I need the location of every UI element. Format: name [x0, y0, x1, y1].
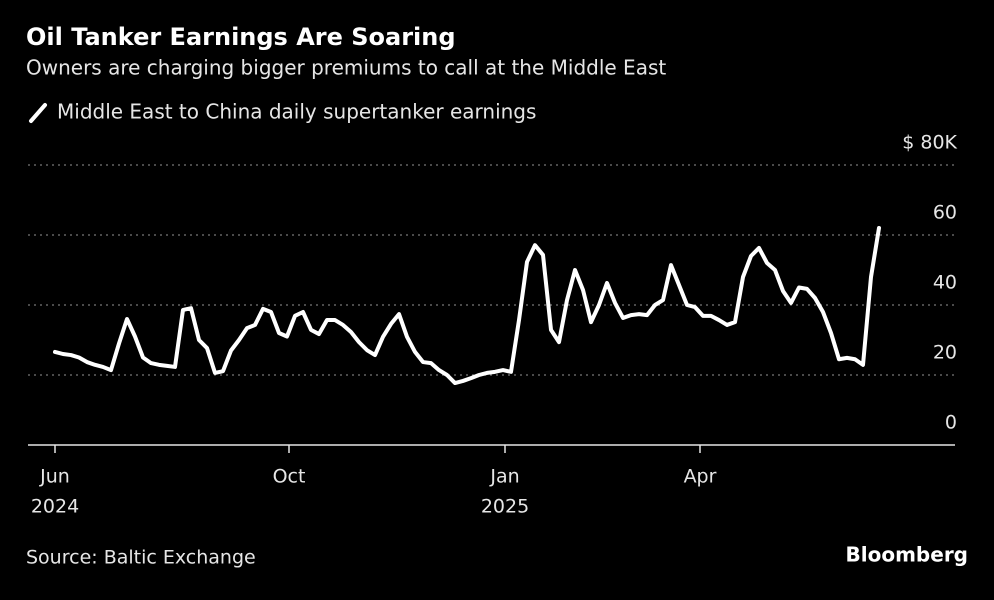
data-line	[53, 226, 881, 386]
y-tick-label: 60	[933, 202, 957, 224]
source: Source: Baltic Exchange	[26, 547, 256, 569]
x-tick-label: Apr	[684, 466, 717, 488]
y-tick-label: 20	[933, 342, 957, 364]
brand: Bloomberg	[846, 543, 968, 567]
x-tick-label: Oct	[273, 466, 306, 488]
chart-subtitle: Owners are charging bigger premiums to c…	[26, 56, 666, 80]
legend-icon	[29, 103, 47, 123]
y-tick-label: 0	[945, 412, 957, 434]
y-tick-label: 40	[933, 272, 957, 294]
x-tick-year: 2024	[31, 496, 79, 518]
x-tick-label: Jun	[39, 466, 70, 488]
chart-title: Oil Tanker Earnings Are Soaring	[26, 23, 456, 51]
legend-label: Middle East to China daily supertanker e…	[57, 100, 536, 124]
x-tick-year: 2025	[481, 496, 529, 518]
x-tick-label: Jan	[489, 466, 519, 488]
y-tick-label: $ 80K	[902, 132, 957, 154]
